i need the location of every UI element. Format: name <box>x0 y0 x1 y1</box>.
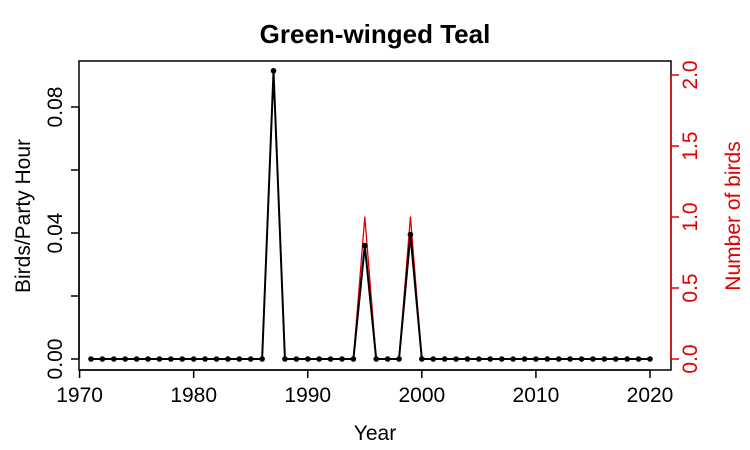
data-point <box>521 356 528 362</box>
x-tick-label: 1990 <box>284 384 331 407</box>
data-point <box>133 356 140 362</box>
data-point <box>590 356 596 362</box>
data-point <box>99 356 106 362</box>
y-right-tick-label: 1.5 <box>679 131 702 160</box>
data-point <box>612 356 619 362</box>
data-point <box>476 356 482 362</box>
data-point <box>202 356 208 362</box>
data-point <box>533 356 539 362</box>
x-tick-label: 2020 <box>627 384 674 407</box>
data-point <box>384 356 391 362</box>
data-point <box>361 242 368 249</box>
data-point <box>373 356 380 362</box>
plot-frame <box>78 60 672 371</box>
series-number-of-birds <box>91 74 650 360</box>
data-point <box>247 356 254 362</box>
y-right-tick-label: 1.0 <box>679 202 702 231</box>
data-point <box>293 356 300 362</box>
data-point <box>647 356 653 362</box>
data-point <box>316 356 322 362</box>
data-point <box>430 356 437 362</box>
data-point <box>122 356 129 362</box>
data-point <box>236 356 243 362</box>
data-point <box>624 356 630 362</box>
series-line <box>91 69 650 360</box>
y-right-axis-label: Number of birds <box>722 141 745 290</box>
data-point <box>111 356 117 362</box>
data-point <box>145 356 151 362</box>
data-point <box>327 356 334 362</box>
data-point <box>304 356 311 362</box>
data-point <box>419 356 425 362</box>
x-tick-label: 2000 <box>398 384 445 407</box>
y-right-axis: 0.0 0.5 1.0 1.5 2.0 <box>670 60 702 374</box>
y-right-tick-label: 0.0 <box>679 344 702 373</box>
data-point <box>544 356 551 362</box>
data-point <box>339 356 345 362</box>
data-point <box>259 356 265 362</box>
x-tick-label: 1980 <box>170 384 217 407</box>
data-point <box>282 356 288 362</box>
data-point <box>190 356 197 362</box>
data-point <box>88 356 94 362</box>
y-right-tick-label: 2.0 <box>679 60 702 89</box>
x-axis: 1970 1980 1990 2000 2010 2020 <box>56 369 674 407</box>
data-point <box>464 356 471 362</box>
series-birds-per-party-hour <box>88 67 653 362</box>
x-tick-label: 2010 <box>513 384 560 407</box>
data-point <box>396 356 402 362</box>
data-point <box>270 67 277 74</box>
data-point <box>225 356 231 362</box>
y-right-tick-label: 0.5 <box>679 273 702 302</box>
data-point <box>601 356 608 362</box>
data-point <box>578 356 585 362</box>
data-point <box>407 231 414 238</box>
data-point <box>156 356 163 362</box>
y-left-tick-label: 0.00 <box>44 339 67 380</box>
data-point <box>453 356 459 362</box>
data-point <box>213 356 220 362</box>
data-point <box>168 356 174 362</box>
data-point <box>350 356 357 362</box>
data-point <box>498 356 505 362</box>
data-point <box>635 356 642 362</box>
data-point <box>179 356 186 362</box>
data-point <box>555 356 562 362</box>
y-left-axis-label: Birds/Party Hour <box>12 139 35 293</box>
series-line <box>91 74 650 360</box>
data-point <box>567 356 573 362</box>
x-tick-label: 1970 <box>56 384 103 407</box>
y-left-tick-label: 0.08 <box>44 87 67 128</box>
data-point <box>487 356 494 362</box>
x-axis-label: Year <box>354 422 396 445</box>
data-point <box>441 356 448 362</box>
y-left-tick-label: 0.04 <box>44 212 67 253</box>
data-point <box>510 356 516 362</box>
chart-title: Green-winged Teal <box>260 19 491 49</box>
y-left-axis: 0.00 0.04 0.08 <box>44 87 80 380</box>
